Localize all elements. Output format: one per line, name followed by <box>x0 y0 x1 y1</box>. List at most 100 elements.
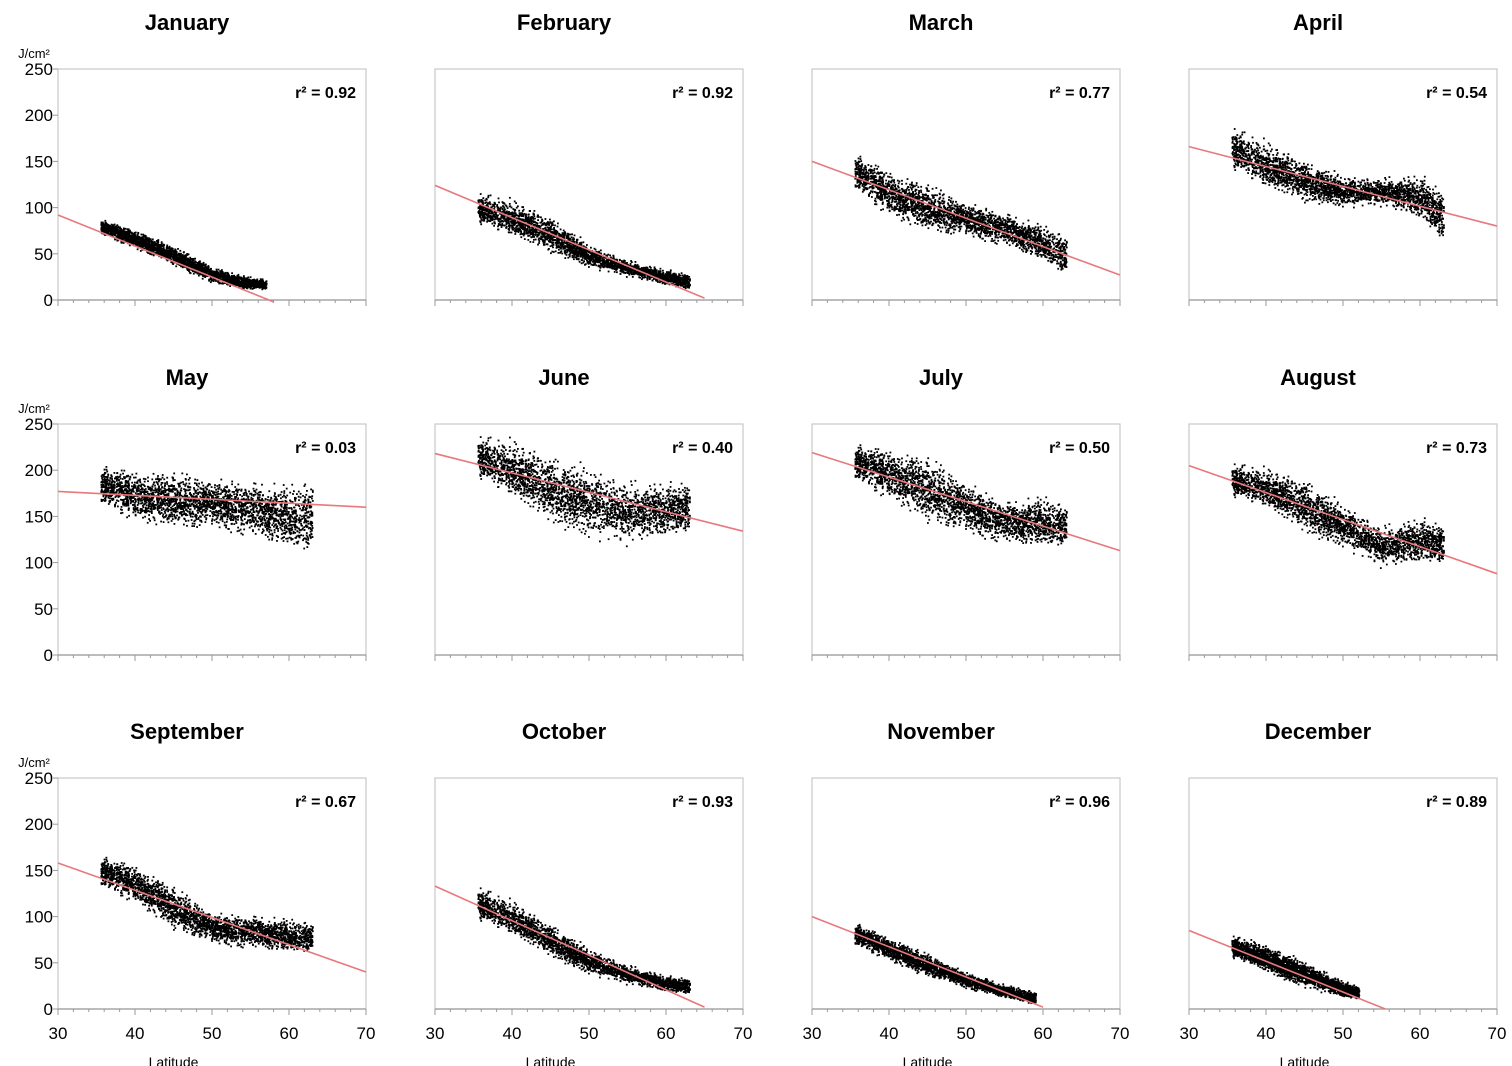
scatter-point <box>638 276 641 279</box>
scatter-point <box>529 227 531 229</box>
scatter-point <box>105 221 107 224</box>
scatter-point <box>159 245 162 248</box>
scatter-point <box>258 281 261 284</box>
scatter-point <box>528 220 531 223</box>
scatter-point <box>528 234 531 237</box>
scatter-point <box>624 267 627 270</box>
scatter-point <box>195 271 197 274</box>
scatter-point <box>188 260 190 263</box>
scatter-point <box>171 262 174 265</box>
scatter-point <box>157 239 160 241</box>
scatter-point <box>546 235 548 237</box>
scatter-point <box>625 269 627 272</box>
scatter-point <box>127 241 129 243</box>
scatter-point <box>141 244 144 246</box>
scatter-point <box>257 284 260 287</box>
scatter-point <box>519 224 521 227</box>
scatter-point <box>521 233 524 235</box>
scatter-point <box>195 261 197 264</box>
scatter-point <box>568 253 571 256</box>
scatter-point <box>139 241 142 243</box>
scatter-point <box>509 196 511 199</box>
scatter-point <box>595 264 598 267</box>
scatter-point <box>219 275 222 278</box>
scatter-point <box>257 281 259 283</box>
scatter-point <box>254 279 257 282</box>
scatter-point <box>127 230 130 232</box>
scatter-point <box>484 199 487 202</box>
scatter-point <box>491 205 494 208</box>
scatter-point <box>606 254 609 257</box>
scatter-point <box>150 253 153 256</box>
scatter-point <box>597 256 600 259</box>
y-axis-unit: J/cm² <box>18 46 50 61</box>
scatter-point <box>175 251 178 253</box>
scatter-point <box>194 265 196 268</box>
scatter-point <box>227 279 230 282</box>
scatter-point <box>168 248 171 251</box>
scatter-point <box>139 245 142 248</box>
scatter-point <box>150 240 152 243</box>
scatter-point <box>117 239 119 242</box>
scatter-point <box>166 249 168 251</box>
scatter-point <box>508 226 511 229</box>
scatter-point <box>494 222 496 225</box>
scatter-point <box>179 254 182 257</box>
scatter-point <box>528 219 530 221</box>
scatter-point <box>245 286 247 288</box>
scatter-point <box>219 282 221 285</box>
scatter-point <box>102 226 104 229</box>
scatter-point <box>204 266 206 269</box>
scatter-point <box>123 228 125 230</box>
scatter-point <box>624 260 626 262</box>
scatter-point <box>513 224 515 226</box>
scatter-point <box>539 221 542 224</box>
scatter-point <box>155 247 158 250</box>
scatter-point <box>203 268 205 270</box>
scatter-point <box>210 277 213 280</box>
scatter-point <box>563 251 566 254</box>
scatter-point <box>505 219 508 221</box>
scatter-point <box>596 261 599 263</box>
scatter-point <box>645 270 648 273</box>
scatter-point <box>123 237 126 240</box>
scatter-point <box>564 257 567 259</box>
scatter-point <box>171 250 174 253</box>
scatter-point <box>216 271 219 273</box>
scatter-point <box>661 282 664 285</box>
scatter-point <box>186 254 189 256</box>
scatter-point <box>634 261 637 263</box>
scatter-point <box>103 225 105 228</box>
scatter-point <box>566 244 569 246</box>
scatter-point <box>576 255 578 258</box>
scatter-point <box>162 245 165 247</box>
scatter-point <box>540 221 543 224</box>
scatter-point <box>139 243 142 246</box>
scatter-point <box>619 270 622 272</box>
scatter-point <box>507 221 510 224</box>
scatter-point <box>551 232 554 235</box>
scatter-point <box>548 235 551 238</box>
scatter-point <box>236 276 239 279</box>
scatter-point <box>481 201 484 204</box>
scatter-point <box>251 283 254 286</box>
scatter-point <box>590 263 593 266</box>
scatter-point <box>488 214 491 217</box>
scatter-point <box>643 269 646 272</box>
scatter-point <box>558 248 560 251</box>
scatter-point <box>241 286 244 288</box>
scatter-point <box>537 216 540 218</box>
scatter-point <box>622 260 625 263</box>
scatter-point <box>581 257 584 259</box>
scatter-point <box>210 271 213 274</box>
scatter-point <box>157 248 160 251</box>
scatter-point <box>229 280 232 282</box>
scatter-point <box>148 245 150 248</box>
scatter-point <box>579 236 582 239</box>
scatter-point <box>177 258 180 260</box>
scatter-point <box>482 214 485 216</box>
scatter-point <box>256 279 258 282</box>
scatter-point <box>124 230 127 233</box>
scatter-point <box>115 235 118 238</box>
scatter-point <box>527 220 530 223</box>
